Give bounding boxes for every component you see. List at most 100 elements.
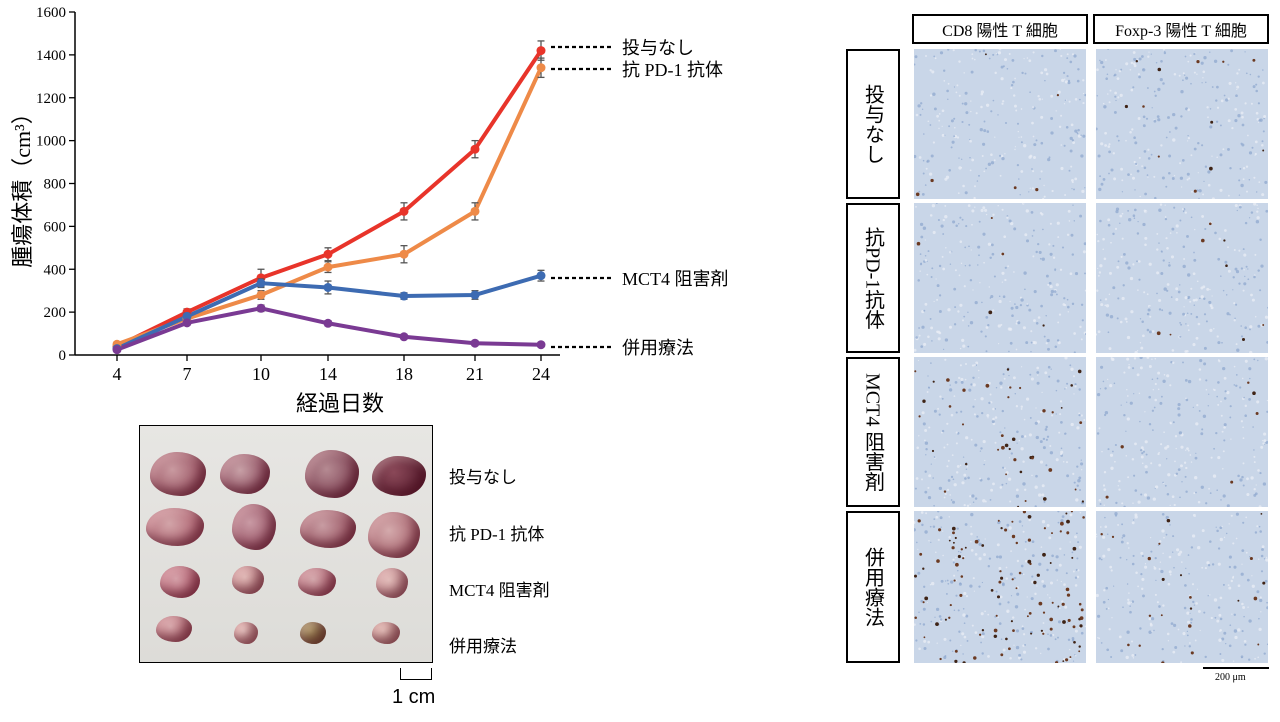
tissue-cell <box>933 504 935 507</box>
tissue-cell <box>1208 300 1212 304</box>
tissue-cell <box>1102 178 1106 181</box>
tissue-cell <box>1154 357 1157 360</box>
tissue-cell <box>1231 126 1234 130</box>
tissue-cell <box>1194 456 1198 460</box>
tissue-cell <box>960 262 963 265</box>
tissue-cell <box>1001 582 1005 586</box>
tissue-cell <box>1197 500 1201 504</box>
tissue-cell <box>988 401 991 405</box>
tissue-cell <box>1076 575 1080 579</box>
tissue-cell <box>1020 435 1024 438</box>
tissue-cell <box>946 488 950 492</box>
tissue-cell <box>920 599 923 603</box>
tissue-cell <box>1266 606 1268 610</box>
tissue-cell <box>914 154 917 159</box>
tissue-cell <box>915 477 919 480</box>
tissue-cell <box>1038 97 1042 101</box>
stained-cell <box>1262 149 1265 152</box>
tissue-cell <box>1215 120 1219 123</box>
stained-cell <box>1049 627 1053 631</box>
y-tick-label: 0 <box>59 348 67 364</box>
tissue-cell <box>1111 617 1113 619</box>
tissue-cell <box>1218 360 1221 363</box>
tissue-cell <box>1174 434 1178 438</box>
tissue-cell <box>1254 140 1258 144</box>
tissue-cell <box>1227 97 1230 100</box>
tissue-cell <box>1228 644 1232 648</box>
tissue-cell <box>1255 83 1258 86</box>
tissue-cell <box>1263 432 1267 436</box>
stained-cell <box>1222 60 1225 63</box>
tissue-cell <box>1141 462 1144 465</box>
tissue-cell <box>968 123 971 126</box>
tissue-cell <box>1010 595 1013 597</box>
tissue-cell <box>1180 661 1183 663</box>
tissue-cell <box>1072 660 1075 662</box>
tissue-cell <box>1028 59 1032 63</box>
tissue-cell <box>1241 377 1244 380</box>
tissue-cell <box>1254 253 1257 256</box>
tissue-cell <box>1156 601 1159 604</box>
tissue-cell <box>1172 551 1174 553</box>
tissue-cell <box>1201 82 1203 84</box>
tissue-cell <box>1055 389 1058 392</box>
tissue-cell <box>963 473 967 477</box>
tissue-cell <box>969 495 972 498</box>
tissue-cell <box>1187 620 1190 624</box>
tissue-cell <box>1156 232 1159 235</box>
tissue-cell <box>945 247 947 249</box>
tissue-cell <box>1078 388 1081 391</box>
tissue-cell <box>996 555 999 559</box>
tissue-cell <box>1202 285 1206 289</box>
tissue-cell <box>1005 482 1008 485</box>
tissue-cell <box>1042 622 1045 624</box>
tissue-cell <box>972 501 975 504</box>
tissue-cell <box>1175 472 1179 476</box>
tissue-cell <box>1209 328 1213 332</box>
tissue-cell <box>978 50 981 53</box>
tissue-cell <box>932 141 935 144</box>
tissue-cell <box>1040 71 1044 75</box>
stained-cell <box>1253 596 1258 601</box>
tissue-cell <box>993 275 996 278</box>
tissue-cell <box>1001 102 1004 105</box>
photo-row-label: MCT4 阻害剤 <box>449 581 550 600</box>
stained-cell <box>1111 535 1115 539</box>
tissue-cell <box>1130 601 1133 603</box>
data-point <box>536 46 546 56</box>
tissue-cell <box>1200 432 1204 436</box>
tissue-cell <box>1014 303 1016 305</box>
tissue-cell <box>1064 357 1068 360</box>
tissue-cell <box>1144 236 1148 240</box>
tissue-cell <box>1172 650 1176 654</box>
stained-cell <box>1208 222 1212 226</box>
tissue-cell <box>997 616 999 618</box>
tissue-cell <box>1020 658 1023 661</box>
tissue-cell <box>1221 637 1225 641</box>
tissue-cell <box>986 414 990 417</box>
tissue-cell <box>948 325 953 329</box>
tissue-cell <box>1033 319 1036 323</box>
photo-row-label: 投与なし <box>449 468 517 487</box>
tissue-cell <box>947 582 950 585</box>
stained-cell <box>1249 556 1253 561</box>
stained-cell <box>922 567 925 570</box>
tissue-cell <box>924 254 927 257</box>
tissue-cell <box>1238 179 1241 182</box>
tissue-cell <box>1010 550 1012 552</box>
tissue-cell <box>1173 566 1175 569</box>
tissue-cell <box>964 102 968 106</box>
tissue-cell <box>1153 567 1157 570</box>
stained-cell <box>964 546 967 549</box>
tissue-cell <box>1168 311 1172 315</box>
tissue-cell <box>1253 358 1256 361</box>
tissue-cell <box>1016 592 1020 596</box>
stained-cell <box>936 559 940 563</box>
tissue-cell <box>1124 317 1128 321</box>
tissue-cell <box>1216 529 1219 533</box>
photo-scale-bar <box>400 668 432 680</box>
stained-cell <box>1160 614 1163 617</box>
tissue-cell <box>973 185 977 188</box>
tissue-cell <box>1115 99 1117 102</box>
tissue-cell <box>1048 536 1052 540</box>
